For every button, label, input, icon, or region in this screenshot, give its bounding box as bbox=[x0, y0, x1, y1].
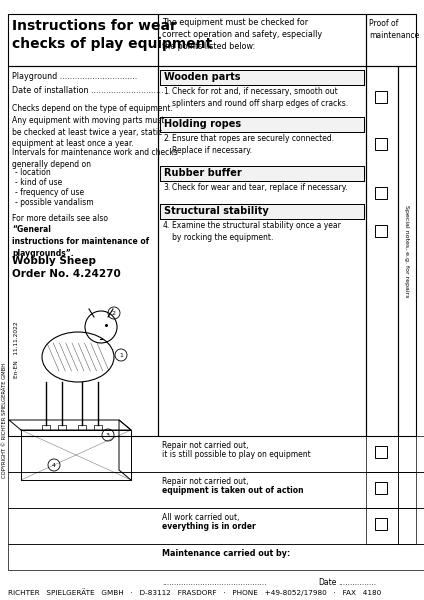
Bar bbox=[8, 472, 424, 508]
Text: The equipment must be checked for
correct operation and safety, especially
the p: The equipment must be checked for correc… bbox=[162, 18, 322, 50]
Text: Proof of
maintenance: Proof of maintenance bbox=[369, 19, 419, 40]
Bar bbox=[375, 518, 387, 530]
Bar bbox=[366, 436, 398, 472]
Bar bbox=[375, 187, 387, 199]
Bar bbox=[158, 66, 366, 436]
Bar bbox=[160, 204, 364, 219]
Text: Repair not carried out,: Repair not carried out, bbox=[162, 441, 248, 450]
Text: Date: Date bbox=[318, 578, 336, 587]
Bar bbox=[398, 508, 416, 544]
Bar bbox=[160, 70, 364, 85]
Text: ................: ................ bbox=[338, 578, 376, 587]
Text: Rubber buffer: Rubber buffer bbox=[164, 168, 242, 178]
Text: Date of installation .............................: Date of installation ...................… bbox=[12, 86, 164, 95]
Bar bbox=[375, 225, 387, 237]
Text: All work carried out,: All work carried out, bbox=[162, 513, 240, 522]
Text: 2: 2 bbox=[112, 311, 116, 316]
Text: “General
instructions for maintenance of
playgrounds”.: “General instructions for maintenance of… bbox=[12, 225, 149, 257]
Text: For more details see also: For more details see also bbox=[12, 214, 110, 223]
Bar bbox=[78, 425, 86, 430]
Bar bbox=[375, 138, 387, 150]
Bar bbox=[160, 204, 364, 219]
Text: Maintenance carried out by:: Maintenance carried out by: bbox=[162, 549, 290, 558]
Text: it is still possible to play on equipment: it is still possible to play on equipmen… bbox=[162, 450, 311, 459]
Text: 3: 3 bbox=[106, 433, 110, 438]
Text: ............................................: ........................................… bbox=[162, 578, 267, 587]
Bar bbox=[375, 482, 387, 494]
Bar bbox=[158, 14, 366, 66]
Bar bbox=[160, 70, 364, 85]
Text: 2.: 2. bbox=[163, 134, 170, 143]
Bar bbox=[58, 425, 66, 430]
Text: COPYRIGHT © RICHTER SPIELGERÄTE GMBH: COPYRIGHT © RICHTER SPIELGERÄTE GMBH bbox=[3, 362, 8, 478]
Text: Order No. 4.24270: Order No. 4.24270 bbox=[12, 269, 121, 279]
Text: Wobbly Sheep: Wobbly Sheep bbox=[12, 256, 96, 266]
Bar bbox=[366, 472, 398, 508]
Text: - location: - location bbox=[15, 168, 51, 177]
Bar bbox=[366, 66, 398, 436]
Bar bbox=[398, 66, 416, 436]
Text: - possible vandalism: - possible vandalism bbox=[15, 198, 94, 207]
Text: Special notes, e.g. for repairs: Special notes, e.g. for repairs bbox=[404, 205, 410, 297]
Text: - frequency of use: - frequency of use bbox=[15, 188, 84, 197]
Text: Ensure that ropes are securely connected.
Replace if necessary.: Ensure that ropes are securely connected… bbox=[172, 134, 334, 155]
Text: En-EN   11.11.2022: En-EN 11.11.2022 bbox=[14, 322, 19, 379]
Text: Examine the structural stability once a year
by rocking the equipment.: Examine the structural stability once a … bbox=[172, 221, 341, 242]
Text: 4.: 4. bbox=[163, 221, 170, 230]
Bar bbox=[160, 166, 364, 181]
Bar bbox=[94, 425, 102, 430]
Text: Wooden parts: Wooden parts bbox=[164, 72, 240, 82]
Text: Check for rot and, if necessary, smooth out
splinters and round off sharp edges : Check for rot and, if necessary, smooth … bbox=[172, 87, 348, 108]
Text: Holding ropes: Holding ropes bbox=[164, 119, 241, 129]
Bar bbox=[160, 166, 364, 181]
Text: equipment is taken out of action: equipment is taken out of action bbox=[162, 486, 304, 495]
Text: 1.: 1. bbox=[163, 87, 170, 96]
Bar bbox=[375, 446, 387, 458]
Text: Repair not carried out,: Repair not carried out, bbox=[162, 477, 248, 486]
Text: Check for wear and tear, replace if necessary.: Check for wear and tear, replace if nece… bbox=[172, 183, 348, 192]
Text: 4: 4 bbox=[52, 463, 56, 468]
Bar bbox=[366, 14, 416, 66]
Bar bbox=[398, 472, 416, 508]
Text: 1: 1 bbox=[119, 353, 123, 358]
Text: Structural stability: Structural stability bbox=[164, 206, 269, 216]
Text: Checks depend on the type of equipment.
Any equipment with moving parts must
be : Checks depend on the type of equipment. … bbox=[12, 104, 173, 148]
Bar bbox=[8, 544, 424, 570]
Bar bbox=[375, 91, 387, 103]
Bar bbox=[160, 117, 364, 132]
Bar bbox=[8, 508, 424, 544]
Text: - kind of use: - kind of use bbox=[15, 178, 62, 187]
Text: Intervals for maintenance work and checks
generally depend on: Intervals for maintenance work and check… bbox=[12, 148, 178, 169]
Text: everything is in order: everything is in order bbox=[162, 522, 256, 531]
Text: Playground ...............................: Playground .............................… bbox=[12, 72, 137, 81]
Bar bbox=[398, 436, 416, 472]
Bar bbox=[8, 66, 158, 436]
Text: 3.: 3. bbox=[163, 183, 170, 192]
Bar bbox=[8, 436, 424, 472]
Bar bbox=[42, 425, 50, 430]
Text: RICHTER   SPIELGERÄTE   GMBH   ·   D-83112   FRASDORF   ·   PHONE   +49-8052/179: RICHTER SPIELGERÄTE GMBH · D-83112 FRASD… bbox=[8, 588, 381, 596]
Bar bbox=[160, 117, 364, 132]
Bar bbox=[8, 14, 158, 66]
Text: Instructions for wear
checks of play equipment: Instructions for wear checks of play equ… bbox=[12, 19, 212, 52]
Bar bbox=[366, 508, 398, 544]
